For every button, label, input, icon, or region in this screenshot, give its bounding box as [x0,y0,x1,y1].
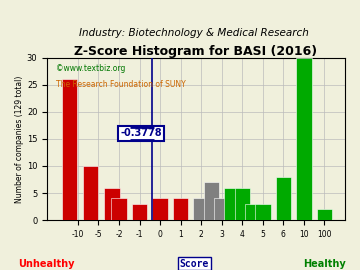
Text: Score: Score [180,259,209,269]
Bar [296,58,312,220]
Bar [255,204,270,220]
Bar [245,204,260,220]
Bar [82,166,98,220]
Bar [235,188,250,220]
Title: Z-Score Histogram for BASI (2016): Z-Score Histogram for BASI (2016) [75,45,318,58]
Text: Healthy: Healthy [303,259,345,269]
Bar [132,204,147,220]
Bar [224,188,240,220]
Bar [317,209,332,220]
Bar [104,188,120,220]
Bar [173,198,188,220]
Bar [62,79,77,220]
Text: The Research Foundation of SUNY: The Research Foundation of SUNY [56,80,186,89]
Text: Industry: Biotechnology & Medical Research: Industry: Biotechnology & Medical Resear… [80,28,309,38]
Bar [111,198,127,220]
Bar [214,198,229,220]
Text: -0.3778: -0.3778 [120,129,162,139]
Text: ©www.textbiz.org: ©www.textbiz.org [56,64,125,73]
Bar [204,182,219,220]
Y-axis label: Number of companies (129 total): Number of companies (129 total) [15,75,24,202]
Text: Unhealthy: Unhealthy [19,259,75,269]
Bar [152,198,168,220]
Bar [193,198,209,220]
Bar [276,177,291,220]
